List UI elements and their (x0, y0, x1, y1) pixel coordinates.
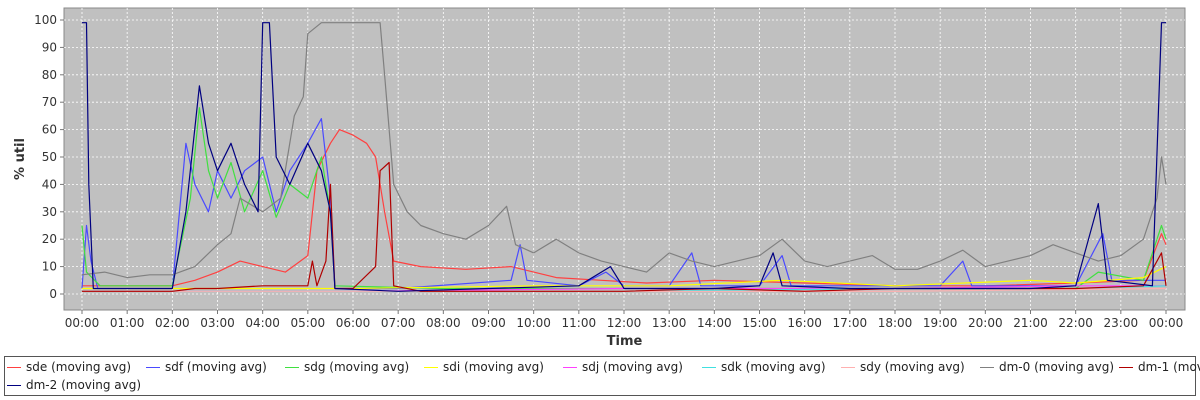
legend-label: sdf (moving avg) (165, 360, 267, 374)
legend-item: sde (moving avg) (7, 359, 131, 375)
y-tick-label: 0 (49, 287, 57, 301)
legend-label: dm-0 (moving avg) (999, 360, 1115, 374)
y-tick-label: 70 (42, 95, 57, 109)
legend-swatch (1119, 366, 1133, 368)
legend-swatch (285, 366, 299, 368)
legend-item: dm-0 (moving avg) (980, 359, 1114, 375)
legend-swatch (702, 366, 716, 368)
legend-swatch (7, 366, 21, 368)
x-tick-label: 08:00 (426, 316, 461, 330)
plot-background (63, 7, 1186, 311)
x-tick-label: 04:00 (245, 316, 280, 330)
x-tick-label: 02:00 (155, 316, 190, 330)
x-tick-label: 07:00 (381, 316, 416, 330)
x-tick-label: 00:00 (65, 316, 100, 330)
legend-label: dm-2 (moving avg) (26, 378, 142, 392)
x-tick-label: 12:00 (607, 316, 642, 330)
legend-item: sdg (moving avg) (285, 359, 409, 375)
x-tick-label: 00:00 (1149, 316, 1184, 330)
legend-item: dm-1 (moving avg) (1119, 359, 1200, 375)
x-tick-label: 16:00 (787, 316, 822, 330)
x-tick-label: 14:00 (697, 316, 732, 330)
y-axis: 0 10 20 30 40 50 60 70 80 90 100 (34, 13, 64, 301)
legend-label: sde (moving avg) (26, 360, 132, 374)
x-tick-label: 09:00 (471, 316, 506, 330)
y-tick-label: 30 (42, 205, 57, 219)
y-axis-title: % util (13, 138, 28, 180)
legend-swatch (146, 366, 160, 368)
x-tick-label: 21:00 (1013, 316, 1048, 330)
y-tick-label: 80 (42, 68, 57, 82)
legend-label: dm-1 (moving avg) (1138, 360, 1200, 374)
y-tick-label: 50 (42, 150, 57, 164)
series-line-sdf (81, 117, 1166, 290)
x-tick-label: 06:00 (336, 316, 371, 330)
legend-item: sdy (moving avg) (841, 359, 965, 375)
series-lines (81, 22, 1167, 292)
legend-item: dm-2 (moving avg) (7, 377, 141, 393)
x-tick-label: 11:00 (562, 316, 597, 330)
y-tick-label: 90 (42, 40, 57, 54)
legend-label: sdk (moving avg) (721, 360, 826, 374)
x-tick-label: 05:00 (291, 316, 326, 330)
legend-item: sdj (moving avg) (563, 359, 683, 375)
x-tick-label: 22:00 (1058, 316, 1093, 330)
x-axis-title: Time (607, 334, 643, 349)
series-line-dm-0 (81, 22, 1167, 279)
legend-label: sdg (moving avg) (304, 360, 410, 374)
x-tick-label: 01:00 (110, 316, 145, 330)
y-tick-label: 100 (34, 13, 57, 27)
legend-label: sdj (moving avg) (582, 360, 683, 374)
x-tick-label: 17:00 (833, 316, 868, 330)
y-tick-label: 10 (42, 260, 57, 274)
legend-label: sdi (moving avg) (443, 360, 544, 374)
x-tick-label: 18:00 (878, 316, 913, 330)
x-tick-label: 03:00 (200, 316, 235, 330)
y-tick-label: 40 (42, 177, 57, 191)
legend-swatch (424, 366, 438, 368)
y-tick-label: 60 (42, 123, 57, 137)
series-line-dm-2 (82, 22, 1166, 292)
x-tick-label: 19:00 (923, 316, 958, 330)
legend-item: sdf (moving avg) (146, 359, 267, 375)
legend-swatch (7, 384, 21, 386)
legend-swatch (563, 366, 577, 368)
chart-legend: sde (moving avg) sdf (moving avg) sdg (mov… (4, 356, 1200, 396)
x-axis: 00:00 01:00 02:00 03:00 04:00 05:00 06:00 07:00… (65, 310, 1184, 330)
legend-label: sdy (moving avg) (860, 360, 965, 374)
legend-swatch (980, 366, 994, 368)
x-tick-label: 20:00 (968, 316, 1003, 330)
legend-swatch (841, 366, 855, 368)
x-tick-label: 23:00 (1104, 316, 1139, 330)
legend-item: sdk (moving avg) (702, 359, 826, 375)
legend-item: sdi (moving avg) (424, 359, 544, 375)
x-tick-label: 15:00 (742, 316, 777, 330)
x-tick-label: 13:00 (652, 316, 687, 330)
y-tick-label: 20 (42, 232, 57, 246)
plot-area (63, 7, 1186, 311)
x-tick-label: 10:00 (516, 316, 551, 330)
